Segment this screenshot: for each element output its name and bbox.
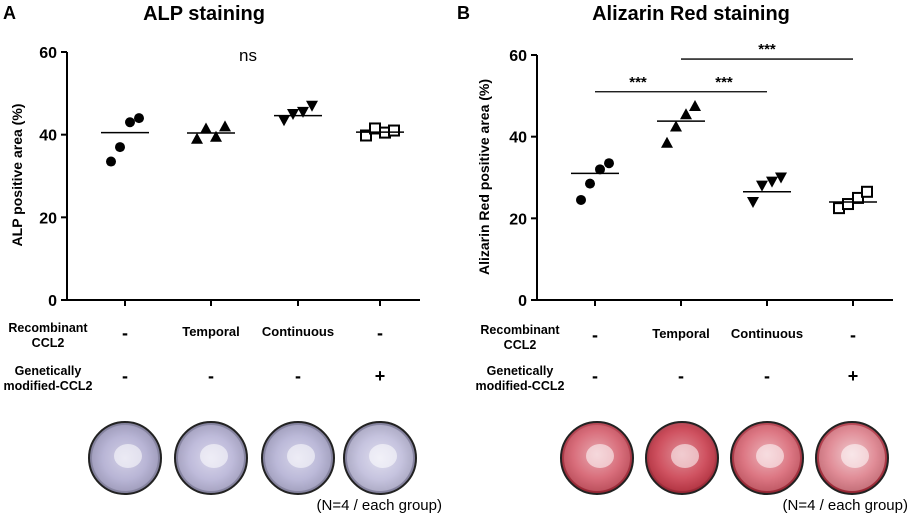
data-point [852,191,864,204]
data-point [278,115,290,127]
significance-label: ns [239,46,257,65]
data-marks [571,100,877,215]
condition-label: Recombinant [480,323,560,337]
data-point [115,142,125,153]
significance-brackets: *** *** *** [595,41,853,93]
condition-value: Temporal [182,324,240,339]
significance-stars: *** [758,41,776,58]
axes: 0 20 40 60 [509,48,893,310]
condition-value: + [848,366,859,386]
condition-value: - [592,325,598,345]
data-point [134,113,144,124]
condition-label: Genetically [15,364,82,378]
chart-title: ALP staining [143,3,265,25]
data-point [680,108,692,120]
panel-b: B Alizarin Red staining Alizarin Red pos… [457,3,908,514]
data-point [756,180,768,192]
panel-a: A ALP staining ALP positive area (%) 0 20… [3,3,442,514]
y-tick-label: 0 [48,293,57,310]
data-point [210,130,222,142]
data-point [689,100,701,112]
well-highlight [671,444,699,468]
data-point [125,117,135,128]
significance-stars: *** [629,74,647,91]
condition-value: - [377,323,383,343]
condition-value: + [375,366,386,386]
axes: 0 20 40 60 [39,45,420,310]
well-images [560,421,889,495]
condition-value: - [850,325,856,345]
data-point [191,132,203,144]
y-tick-label: 40 [39,128,57,145]
y-tick-label: 0 [518,293,527,310]
condition-value: - [208,366,214,386]
condition-value: - [122,323,128,343]
panel-letter: B [457,3,470,23]
data-point [219,120,231,132]
condition-value: - [764,366,770,386]
well-highlight [287,444,315,468]
data-point [775,172,787,184]
panel-letter: A [3,3,16,23]
condition-value: - [678,366,684,386]
data-point [200,122,212,134]
condition-label: Genetically [487,364,554,378]
significance-stars: *** [715,74,733,91]
footnote: (N=4 / each group) [783,497,909,514]
data-point [297,106,309,118]
well-highlight [114,444,142,468]
data-point [388,124,400,137]
well-highlight [756,444,784,468]
y-tick-label: 20 [509,211,527,228]
data-point [604,158,614,169]
data-point [766,176,778,188]
condition-value: Continuous [262,324,334,339]
well-highlight [586,444,614,468]
well-highlight [200,444,228,468]
y-tick-label: 60 [509,48,527,65]
well-images [88,421,417,495]
data-point [287,109,299,120]
footnote: (N=4 / each group) [317,497,443,514]
data-point [576,194,586,205]
y-tick-label: 60 [39,45,57,62]
y-axis-label: ALP positive area (%) [9,104,25,247]
y-tick-label: 20 [39,210,57,227]
data-point [661,136,673,148]
data-marks [101,100,404,167]
condition-label: Recombinant [8,321,88,335]
data-point [861,185,873,198]
data-point [747,197,759,208]
condition-value: Temporal [652,326,710,341]
chart-title: Alizarin Red staining [592,3,790,25]
y-tick-label: 40 [509,130,527,147]
y-axis-label: Alizarin Red positive area (%) [476,79,492,275]
data-point [106,156,116,167]
condition-label: modified-CCL2 [4,379,93,393]
well-highlight [369,444,397,468]
well-highlight [841,444,869,468]
data-point [595,164,605,175]
data-point [360,129,372,142]
condition-value: - [295,366,301,386]
data-point [306,100,318,112]
condition-value: - [592,366,598,386]
data-point [842,198,854,211]
data-point [670,120,682,132]
condition-label: CCL2 [32,336,65,350]
condition-label: modified-CCL2 [476,379,565,393]
condition-value: Continuous [731,326,803,341]
condition-label: CCL2 [504,338,537,352]
data-point [585,178,595,189]
condition-value: - [122,366,128,386]
